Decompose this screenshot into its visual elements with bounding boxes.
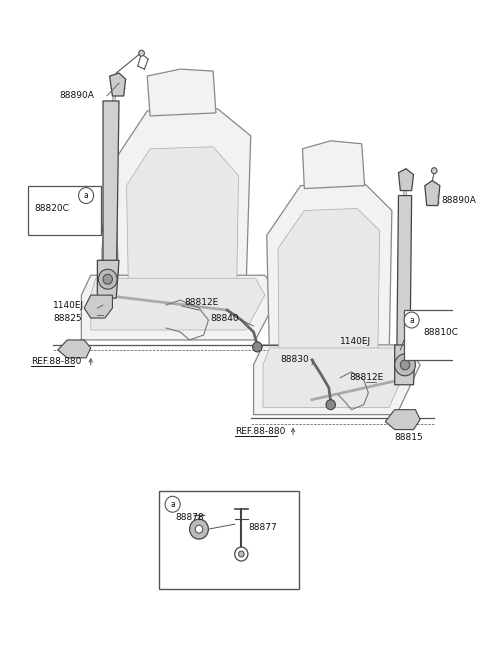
Text: 88812E: 88812E [349,373,384,382]
Polygon shape [385,409,420,430]
Circle shape [252,342,262,352]
Polygon shape [263,348,408,407]
Polygon shape [278,209,380,360]
Text: a: a [409,316,414,325]
Circle shape [239,551,244,557]
Polygon shape [91,278,265,330]
Circle shape [98,269,117,289]
Polygon shape [109,73,126,96]
Circle shape [404,312,419,328]
Text: 88878: 88878 [176,513,204,522]
Polygon shape [253,345,420,415]
Text: 88840: 88840 [210,314,239,323]
Circle shape [103,274,112,284]
Text: 88890A: 88890A [60,91,95,100]
Circle shape [190,519,208,539]
Polygon shape [147,69,216,116]
Polygon shape [103,101,119,295]
Text: a: a [170,500,175,509]
Circle shape [432,168,437,174]
Circle shape [235,547,248,561]
Circle shape [139,50,144,56]
Text: 88890A: 88890A [442,196,477,205]
FancyBboxPatch shape [28,186,101,236]
Polygon shape [425,180,440,205]
Polygon shape [127,147,239,290]
Circle shape [326,400,336,409]
Text: 1140EJ: 1140EJ [53,300,84,310]
Text: 88825: 88825 [53,314,82,323]
Text: 88830: 88830 [280,356,309,364]
Polygon shape [395,345,415,385]
Text: 88812E: 88812E [185,298,219,306]
Polygon shape [396,195,412,380]
Circle shape [400,360,410,370]
Polygon shape [82,276,279,340]
Circle shape [195,525,203,533]
Text: 88810C: 88810C [423,329,458,337]
Text: 88820C: 88820C [35,204,69,213]
FancyBboxPatch shape [404,310,480,360]
Polygon shape [302,141,365,188]
Text: 88877: 88877 [249,523,277,531]
Circle shape [79,188,94,203]
Polygon shape [58,340,91,358]
FancyBboxPatch shape [159,491,299,589]
Polygon shape [114,109,251,290]
Circle shape [165,497,180,512]
Polygon shape [398,169,413,191]
Text: REF.88-880: REF.88-880 [235,427,285,436]
Polygon shape [84,295,112,318]
Text: REF.88-880: REF.88-880 [32,358,82,366]
Text: 1140EJ: 1140EJ [340,337,371,346]
Text: a: a [84,191,88,200]
Polygon shape [267,182,392,360]
Polygon shape [97,260,119,298]
Circle shape [395,354,415,376]
Text: 88815: 88815 [395,433,423,442]
